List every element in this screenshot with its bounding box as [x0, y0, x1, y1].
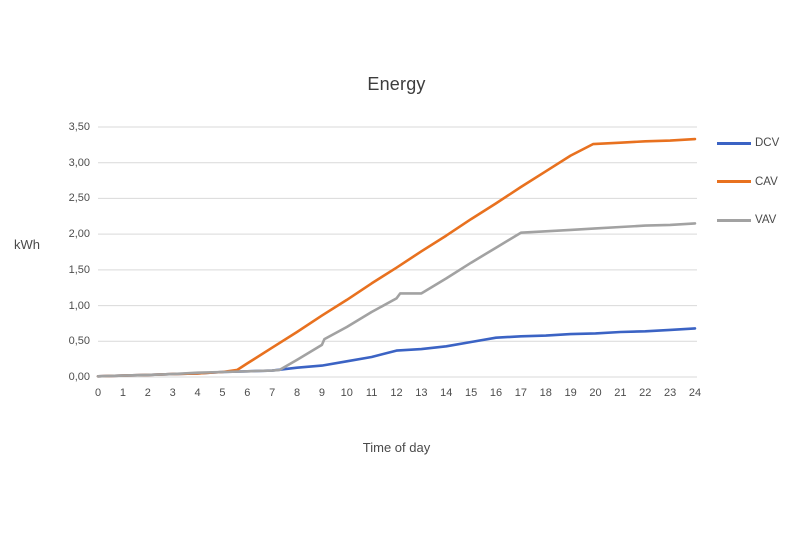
- legend-item-cav: CAV: [717, 176, 778, 188]
- x-tick-label: 6: [244, 387, 251, 399]
- x-tick-label: 3: [169, 387, 176, 399]
- x-tick-label: 17: [514, 387, 527, 399]
- x-tick-label: 7: [269, 387, 276, 399]
- x-tick-label: 13: [415, 387, 428, 399]
- x-tick-label: 19: [564, 387, 577, 399]
- x-tick-label: 10: [340, 387, 353, 399]
- x-tick-label: 5: [219, 387, 226, 399]
- x-tick-label: 1: [119, 387, 126, 399]
- x-tick-label: 4: [194, 387, 201, 399]
- series-line-cav: [96, 137, 697, 378]
- legend-label: DCV: [755, 137, 780, 149]
- series-line-vav: [96, 222, 697, 378]
- x-tick-label: 8: [293, 387, 301, 399]
- y-tick-label: 2,50: [68, 192, 90, 205]
- y-tick-label: 2,00: [68, 228, 90, 241]
- x-tick-label: 0: [94, 387, 102, 399]
- x-axis-label: Time of day: [362, 440, 431, 455]
- x-tick-label: 14: [440, 387, 453, 399]
- legend-item-vav: VAV: [717, 214, 776, 226]
- y-tick-label: 0,50: [68, 335, 90, 348]
- x-tick-label: 20: [589, 387, 602, 399]
- legend-line-swatch: [717, 141, 751, 145]
- legend-label: CAV: [755, 175, 778, 188]
- x-tick-label: 15: [465, 387, 478, 399]
- legend-label: VAV: [755, 214, 777, 226]
- legend-item-dcv: DCV: [717, 137, 779, 149]
- x-tick-label: 2: [144, 387, 151, 399]
- series-line-dcv: [96, 327, 697, 378]
- chart-title: Energy: [367, 74, 426, 94]
- x-tick-label: 23: [664, 387, 677, 399]
- y-tick-label: 3,50: [68, 121, 90, 133]
- x-tick-label: 12: [390, 387, 403, 399]
- x-tick-label: 21: [614, 387, 627, 399]
- legend-line-swatch: [717, 218, 751, 222]
- x-tick-label: 16: [489, 387, 503, 399]
- legend-line-swatch: [717, 180, 751, 183]
- x-tick-label: 24: [688, 387, 702, 399]
- x-tick-label: 9: [318, 387, 325, 399]
- y-axis-label: kWh: [14, 237, 40, 252]
- y-tick-label: 3,00: [68, 156, 90, 169]
- x-tick-label: 22: [639, 387, 652, 399]
- y-tick-label: 1,00: [68, 299, 90, 312]
- y-tick-label: 1,50: [68, 263, 90, 276]
- x-tick-label: 11: [365, 387, 378, 399]
- x-tick-label: 18: [539, 387, 552, 399]
- y-tick-label: 0,00: [68, 371, 90, 383]
